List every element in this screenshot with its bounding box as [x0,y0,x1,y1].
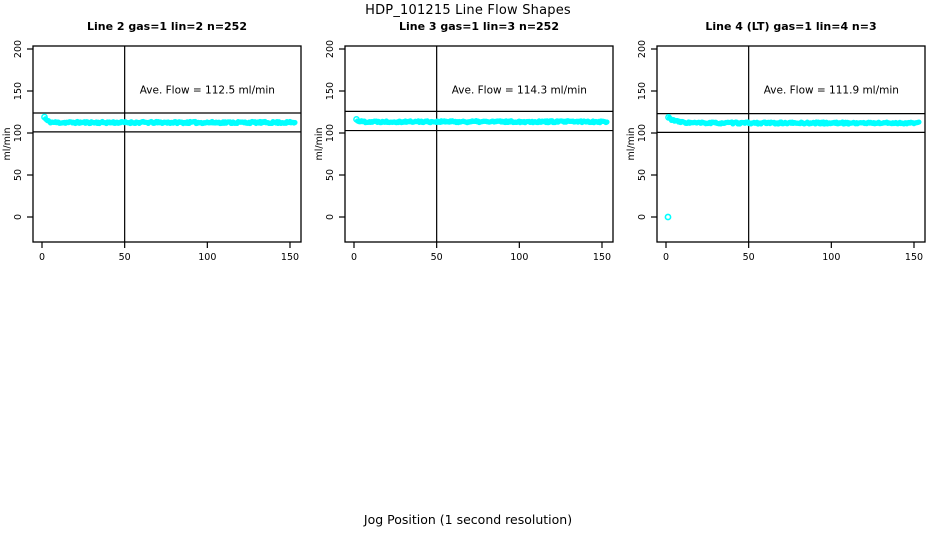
x-axis-title: Jog Position (1 second resolution) [363,512,573,527]
flow-point [604,119,610,125]
chart-svg: Line 4 (LT) gas=1 lin=4 n=3 0 50 100 150 200 0… [626,20,926,263]
panel-title: Line 4 (LT) gas=1 lin=4 n=3 [705,20,876,33]
x-tick-label: 50 [119,252,131,263]
x-tick-label: 50 [431,252,443,263]
x-tick-label: 150 [905,252,923,263]
outlier-point [664,213,672,221]
x-tick-label: 150 [593,252,611,263]
panel-line2: Line 2 gas=1 lin=2 n=252 0 50 100 150 200 0 50 1… [0,14,312,270]
panel-title: Line 3 gas=1 lin=3 n=252 [399,20,559,33]
y-tick-label: 200 [13,40,24,58]
panel-title: Line 2 gas=1 lin=2 n=252 [87,20,247,33]
x-tick-label: 0 [351,252,357,263]
flow-point [292,119,298,126]
y-tick-label: 100 [325,124,336,142]
ave-flow-annotation: Ave. Flow = 111.9 ml/min [764,85,899,97]
x-tick-label: 0 [39,252,45,263]
y-tick-label: 50 [637,169,648,181]
y-tick-label: 150 [325,82,336,100]
plot-box [344,45,614,243]
x-tick-label: 100 [822,252,840,263]
x-tick-label: 150 [281,252,299,263]
y-tick-label: 0 [13,214,24,220]
y-tick-label: 100 [637,124,648,142]
flow-points [41,113,298,127]
plot-box [656,45,926,243]
ave-flow-annotation: Ave. Flow = 114.3 ml/min [452,85,587,97]
x-tick-label: 100 [198,252,216,263]
y-tick-label: 200 [637,40,648,58]
flow-points [665,114,922,127]
x-tick-label: 0 [663,252,669,263]
chart-svg: Line 3 gas=1 lin=3 n=252 0 50 100 150 200 0 50 1… [314,20,614,263]
chart-svg: Line 2 gas=1 lin=2 n=252 0 50 100 150 200 0 50 1… [2,20,302,263]
y-tick-label: 150 [637,82,648,100]
y-tick-label: 150 [13,82,24,100]
y-tick-label: 100 [13,124,24,142]
flow-point [916,119,922,125]
y-tick-label: 50 [13,169,24,181]
y-tick-label: 50 [325,169,336,181]
flow-points [353,115,610,126]
panel-line3: Line 3 gas=1 lin=3 n=252 0 50 100 150 200 0 50 1… [312,14,624,270]
figure-title: HDP_101215 Line Flow Shapes [365,3,571,18]
panel-line4: Line 4 (LT) gas=1 lin=4 n=3 0 50 100 150 200 0… [624,14,936,270]
x-tick-label: 100 [510,252,528,263]
x-tick-label: 50 [743,252,755,263]
y-axis-label: ml/min [626,127,637,160]
plot-box [32,45,302,243]
y-axis-label: ml/min [314,127,325,160]
ave-flow-annotation: Ave. Flow = 112.5 ml/min [140,85,275,97]
y-axis-label: ml/min [2,127,13,160]
y-tick-label: 0 [325,214,336,220]
y-tick-label: 200 [325,40,336,58]
y-tick-label: 0 [637,214,648,220]
